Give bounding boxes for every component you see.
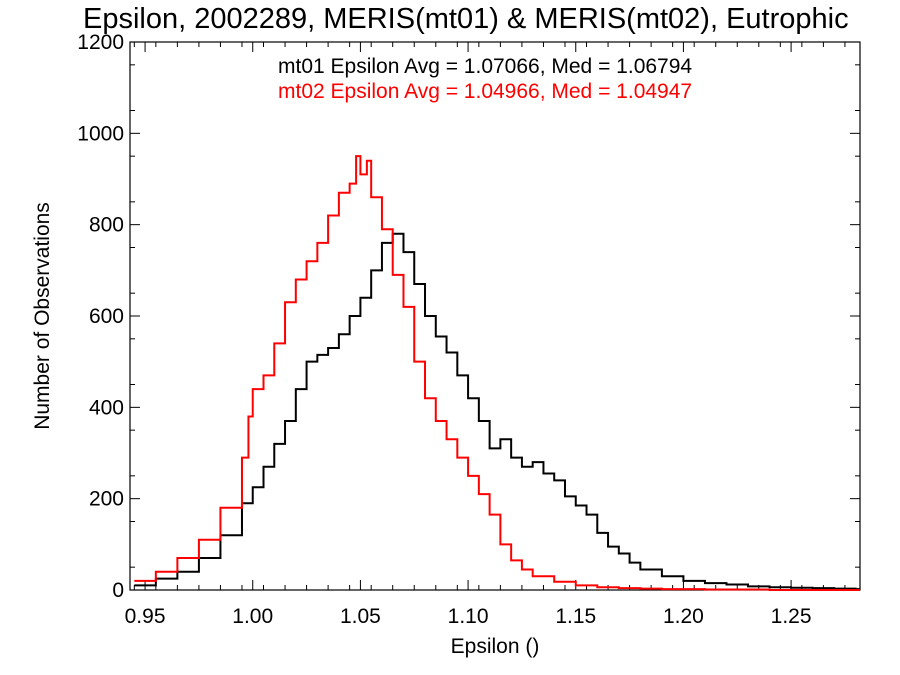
y-tick-label: 600	[89, 305, 124, 328]
x-tick-label: 1.05	[340, 605, 381, 628]
x-tick-label: 1.20	[663, 605, 704, 628]
x-tick-label: 1.25	[771, 605, 812, 628]
y-tick-label: 400	[89, 396, 124, 419]
y-axis-label: Number of Observations	[31, 202, 54, 430]
x-tick-label: 1.15	[555, 605, 596, 628]
y-tick-label: 200	[89, 488, 124, 511]
series-line-mt02	[134, 155, 860, 591]
y-tick-label: 0	[112, 579, 124, 602]
x-tick-label: 1.10	[448, 605, 489, 628]
x-axis-label: Epsilon ()	[451, 635, 540, 658]
y-tick-label: 1200	[77, 31, 124, 54]
series-layer	[134, 155, 860, 591]
chart-title: Epsilon, 2002289, MERIS(mt01) & MERIS(mt…	[83, 3, 849, 35]
annotation-mt01: mt01 Epsilon Avg = 1.07066, Med = 1.0679…	[278, 55, 692, 78]
y-tick-label: 800	[89, 214, 124, 237]
y-axis: 0 200 400 600 800 1000 1200	[77, 31, 860, 602]
y-tick-label: 1000	[77, 122, 124, 145]
annotation-mt02: mt02 Epsilon Avg = 1.04966, Med = 1.0494…	[278, 80, 692, 103]
series-line-mt01	[134, 232, 860, 591]
x-tick-label: 0.95	[125, 605, 166, 628]
x-axis: 0.95 1.00 1.05 1.10 1.15 1.20 1.25	[125, 42, 846, 628]
x-tick-label: 1.00	[232, 605, 273, 628]
